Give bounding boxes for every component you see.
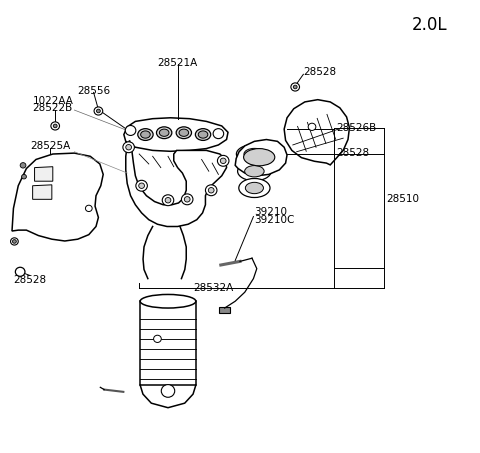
Text: 28528: 28528 xyxy=(303,67,336,77)
Circle shape xyxy=(15,267,25,276)
Ellipse shape xyxy=(159,129,169,136)
Text: 2.0L: 2.0L xyxy=(412,16,447,34)
Circle shape xyxy=(217,155,229,166)
Circle shape xyxy=(85,205,92,212)
Ellipse shape xyxy=(138,129,153,140)
Circle shape xyxy=(220,158,226,164)
Circle shape xyxy=(12,240,16,243)
Ellipse shape xyxy=(176,127,192,139)
Circle shape xyxy=(125,125,136,135)
Polygon shape xyxy=(219,307,230,313)
Polygon shape xyxy=(284,100,349,165)
Circle shape xyxy=(126,145,132,150)
Text: 28522B: 28522B xyxy=(33,103,73,113)
Text: 28556: 28556 xyxy=(77,86,110,96)
Text: 28532A: 28532A xyxy=(193,283,234,293)
Circle shape xyxy=(11,238,18,245)
Ellipse shape xyxy=(198,131,208,138)
Circle shape xyxy=(291,83,300,91)
Circle shape xyxy=(205,185,217,196)
Circle shape xyxy=(136,180,147,191)
Text: 28528: 28528 xyxy=(13,275,47,285)
Polygon shape xyxy=(126,140,227,226)
Circle shape xyxy=(213,129,224,139)
Text: 28521A: 28521A xyxy=(157,58,198,67)
Polygon shape xyxy=(35,167,53,181)
Ellipse shape xyxy=(245,182,264,194)
Circle shape xyxy=(165,198,171,203)
Polygon shape xyxy=(235,140,287,176)
Text: 39210C: 39210C xyxy=(254,215,295,225)
Circle shape xyxy=(293,85,297,89)
Text: 28528: 28528 xyxy=(336,148,369,158)
Circle shape xyxy=(181,194,193,205)
Ellipse shape xyxy=(244,148,265,160)
Text: 28526B: 28526B xyxy=(336,123,376,133)
Circle shape xyxy=(161,385,175,397)
Text: 28510: 28510 xyxy=(386,194,420,204)
Circle shape xyxy=(20,163,26,168)
Ellipse shape xyxy=(244,149,275,166)
Polygon shape xyxy=(12,153,103,241)
Circle shape xyxy=(139,183,144,188)
Circle shape xyxy=(94,107,103,115)
Ellipse shape xyxy=(156,127,172,139)
Ellipse shape xyxy=(239,178,270,198)
Circle shape xyxy=(123,142,134,153)
Circle shape xyxy=(308,123,316,130)
Circle shape xyxy=(184,197,190,202)
Circle shape xyxy=(154,335,161,342)
Ellipse shape xyxy=(238,162,271,181)
Ellipse shape xyxy=(140,294,196,308)
Ellipse shape xyxy=(195,129,211,140)
Circle shape xyxy=(51,122,60,130)
Ellipse shape xyxy=(179,129,189,136)
Circle shape xyxy=(162,195,174,206)
Ellipse shape xyxy=(141,131,150,138)
Circle shape xyxy=(53,124,57,128)
Text: 1022AA: 1022AA xyxy=(33,96,73,106)
Polygon shape xyxy=(140,301,196,385)
Circle shape xyxy=(96,109,100,113)
Text: 39210: 39210 xyxy=(254,207,288,217)
Polygon shape xyxy=(124,118,228,151)
Text: 28525A: 28525A xyxy=(30,141,71,151)
Circle shape xyxy=(208,188,214,193)
Ellipse shape xyxy=(236,145,272,164)
Polygon shape xyxy=(33,185,52,199)
Circle shape xyxy=(22,174,26,179)
Ellipse shape xyxy=(245,165,264,177)
